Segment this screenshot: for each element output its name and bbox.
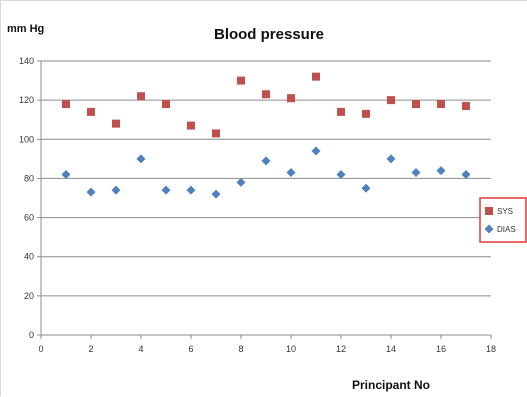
gridlines — [41, 60, 491, 297]
y-tick-label: 0 — [29, 330, 34, 340]
y-tick-label: 40 — [24, 252, 34, 262]
data-point-sys — [312, 72, 320, 81]
data-point-dias — [461, 170, 471, 180]
data-point-dias — [411, 168, 421, 178]
legend-label-sys: SYS — [497, 207, 513, 216]
axes — [37, 60, 492, 339]
data-points — [61, 72, 471, 199]
data-point-sys — [87, 107, 95, 116]
data-point-sys — [112, 119, 120, 128]
data-point-dias — [236, 177, 246, 187]
y-tick-label: 120 — [19, 95, 34, 105]
data-point-sys — [137, 92, 145, 101]
data-point-dias — [361, 183, 371, 193]
x-tick-labels: 0 2 4 6 8 10 12 14 16 18 — [38, 344, 496, 354]
data-point-dias — [261, 156, 271, 166]
data-point-sys — [462, 102, 470, 111]
data-point-sys — [387, 96, 395, 105]
y-tick-label: 100 — [19, 134, 34, 144]
data-point-sys — [262, 90, 270, 99]
x-tick-label: 0 — [38, 344, 43, 354]
y-tick-label: 80 — [24, 173, 34, 183]
data-point-dias — [111, 185, 121, 195]
data-point-dias — [136, 154, 146, 164]
legend-marker-sys — [485, 207, 493, 215]
legend-label-dias: DIAS — [497, 225, 516, 234]
legend-box — [479, 197, 527, 243]
data-point-sys — [437, 100, 445, 109]
x-axis-label: Principant No — [352, 378, 430, 392]
x-tick-label: 12 — [336, 344, 346, 354]
chart-title: Blood pressure — [214, 26, 324, 43]
x-tick-label: 14 — [386, 344, 396, 354]
x-tick-label: 18 — [486, 344, 496, 354]
data-point-dias — [61, 170, 71, 180]
data-point-dias — [286, 168, 296, 178]
legend-marker-dias — [484, 224, 494, 234]
data-point-dias — [186, 185, 196, 195]
data-point-sys — [162, 100, 170, 109]
x-tick-label: 8 — [238, 344, 243, 354]
data-point-sys — [187, 121, 195, 130]
data-point-dias — [211, 189, 221, 199]
x-tick-label: 6 — [188, 344, 193, 354]
data-point-sys — [62, 100, 70, 109]
x-tick-label: 16 — [436, 344, 446, 354]
y-tick-label: 140 — [19, 56, 34, 66]
x-tick-label: 2 — [88, 344, 93, 354]
data-point-dias — [86, 187, 96, 197]
data-point-dias — [336, 170, 346, 180]
x-tick-label: 10 — [286, 344, 296, 354]
data-point-dias — [386, 154, 396, 164]
data-point-sys — [412, 100, 420, 109]
data-point-sys — [337, 107, 345, 116]
y-tick-label: 60 — [24, 213, 34, 223]
data-point-sys — [287, 94, 295, 103]
y-axis-label: mm Hg — [7, 23, 44, 35]
y-tick-labels: 0 20 40 60 80 100 120 140 — [19, 56, 34, 340]
data-point-dias — [161, 185, 171, 195]
x-tick-label: 4 — [138, 344, 143, 354]
data-point-sys — [212, 129, 220, 138]
data-point-sys — [362, 109, 370, 118]
legend: SYS DIAS — [479, 197, 527, 243]
y-tick-label: 20 — [24, 291, 34, 301]
data-point-dias — [436, 166, 446, 176]
data-point-sys — [237, 76, 245, 85]
data-point-dias — [311, 146, 321, 156]
